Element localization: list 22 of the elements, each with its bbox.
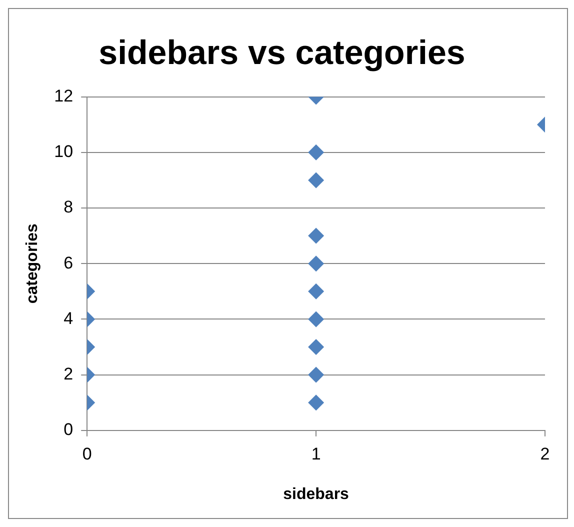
chart-title: sidebars vs categories	[98, 34, 466, 72]
y-tick-label: 12	[54, 86, 74, 106]
point	[308, 366, 324, 383]
x-axis-title: sidebars	[283, 486, 350, 503]
y-tick-label: 10	[54, 142, 74, 162]
point	[308, 311, 324, 328]
point	[308, 228, 324, 244]
point	[308, 394, 324, 411]
y-tick-label: 8	[64, 198, 74, 217]
y-tick-label: 4	[64, 308, 74, 328]
point	[308, 144, 324, 160]
y-tick-label: 2	[64, 364, 74, 384]
y-tick-label: 0	[64, 420, 74, 440]
y-axis-title: categories	[24, 223, 42, 304]
point	[308, 256, 324, 272]
point	[308, 339, 324, 355]
point	[308, 172, 324, 188]
x-tick-label: 2	[540, 444, 550, 464]
point	[308, 283, 324, 300]
x-tick-label: 0	[82, 444, 92, 464]
y-tick-label: 6	[64, 253, 74, 272]
x-tick-label: 1	[311, 444, 321, 464]
